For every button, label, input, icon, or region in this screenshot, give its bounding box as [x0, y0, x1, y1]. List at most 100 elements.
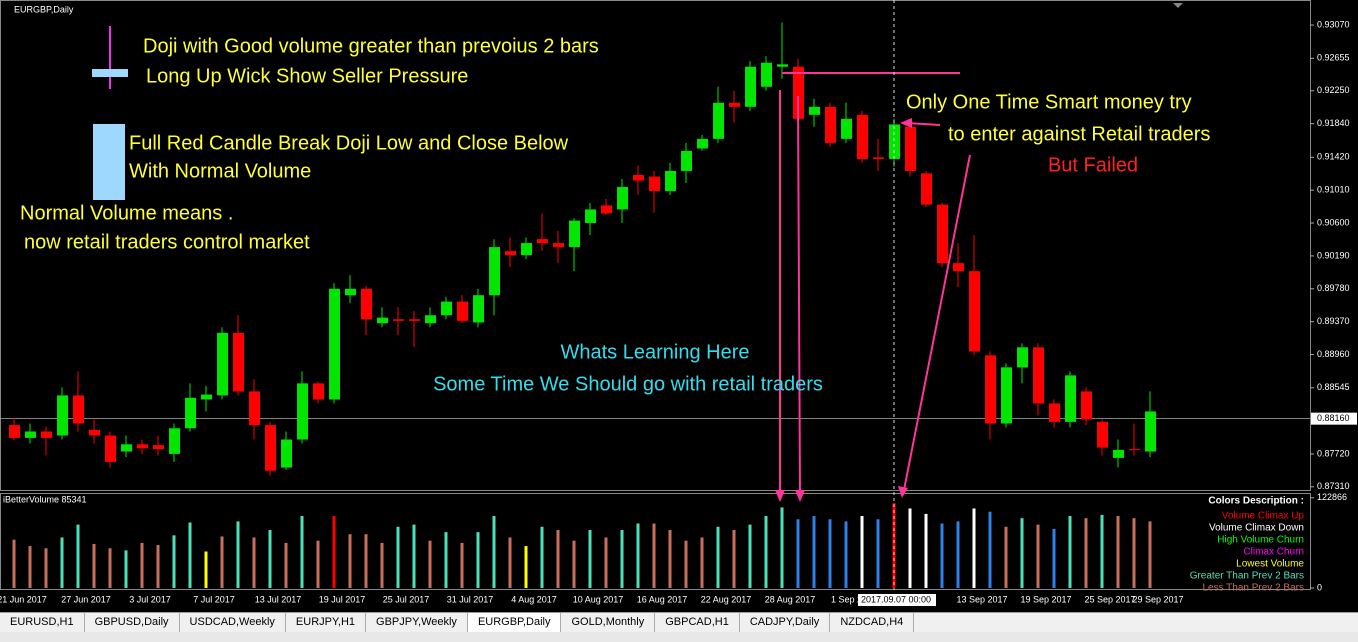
- annotation: Only One Time Smart money try: [906, 91, 1192, 113]
- candle-body: [553, 243, 564, 248]
- status-bar: [0, 632, 1358, 642]
- x-tick-label: 13 Sep 2017: [956, 594, 1007, 604]
- volume-bar: [28, 546, 32, 588]
- candle-body: [361, 288, 372, 320]
- volume-bar: [844, 521, 848, 588]
- chart-tab[interactable]: CADJPY,Daily: [740, 613, 831, 633]
- volume-bar: [316, 540, 320, 588]
- annotation: Normal Volume means .: [20, 202, 233, 224]
- y-tick-label: 0.93070: [1317, 19, 1350, 29]
- chart: EURGBP,Daily 0.93070 0.92655 0.92250 0.9184…: [0, 0, 1357, 606]
- volume-bar: [828, 519, 832, 588]
- x-tick-label: 10 Aug 2017: [573, 594, 624, 604]
- candle-body: [761, 62, 772, 87]
- candle-body: [457, 301, 468, 321]
- candle-body: [441, 301, 452, 316]
- candle-body: [233, 332, 244, 392]
- window-title: EURGBP,Daily: [14, 4, 74, 14]
- candle-body: [489, 247, 500, 296]
- candle-body: [1129, 449, 1140, 451]
- volume-bar: [396, 526, 400, 588]
- chart-tab[interactable]: USDCAD,Weekly: [180, 613, 286, 633]
- chart-tab[interactable]: EURUSD,H1: [0, 613, 85, 633]
- volume-bar: [204, 551, 208, 588]
- x-tick-label: 31 Jul 2017: [447, 594, 494, 604]
- candle-body: [473, 295, 484, 323]
- y-tick-label: 0.89780: [1317, 283, 1350, 293]
- volume-bar: [1116, 516, 1120, 588]
- y-tick-label: 0.92655: [1317, 53, 1350, 63]
- annotation: now retail traders control market: [24, 231, 310, 253]
- x-tick-label: 3 Jul 2017: [129, 594, 171, 604]
- y-tick-label: 122866: [1317, 492, 1347, 502]
- candle-body: [537, 239, 548, 244]
- candle-body: [9, 425, 20, 438]
- candle-body: [169, 428, 180, 454]
- volume-bar: [428, 540, 432, 588]
- candle-body: [377, 317, 388, 324]
- volume-bar: [236, 521, 240, 588]
- volume-bar: [572, 540, 576, 588]
- legend-entry: Greater Than Prev 2 Bars: [1190, 571, 1304, 582]
- candle-body: [665, 170, 676, 191]
- annotation: But Failed: [1048, 154, 1138, 176]
- legend-entry: Climax Churn: [1243, 547, 1304, 558]
- candle-body: [825, 106, 836, 143]
- annotation: Doji with Good volume greater than prevo…: [143, 35, 599, 57]
- volume-bar: [44, 548, 48, 588]
- volume-bar: [1068, 516, 1072, 588]
- candle-body: [329, 288, 340, 400]
- chart-tab[interactable]: GBPJPY,Weekly: [366, 613, 468, 633]
- annotation: With Normal Volume: [129, 160, 311, 182]
- legend-entry: Volume Climax Down: [1209, 523, 1304, 534]
- candle-body: [249, 391, 260, 426]
- volume-bar: [604, 537, 608, 588]
- candle-body: [265, 425, 276, 471]
- chart-tab[interactable]: GOLD,Monthly: [561, 613, 656, 633]
- volume-bar: [764, 516, 768, 588]
- current-price-label: 0.88160: [1317, 413, 1350, 423]
- chart-tab[interactable]: EURGBP,Daily: [467, 613, 562, 634]
- candle-body: [569, 220, 580, 248]
- chart-tab[interactable]: EURJPY,H1: [286, 613, 367, 633]
- candle-body: [697, 138, 708, 149]
- pointer-head: [775, 490, 785, 502]
- candle-body: [25, 431, 36, 438]
- volume-bar: [76, 524, 80, 588]
- y-tick-label: 0.91420: [1317, 152, 1350, 162]
- volume-bar: [1020, 518, 1024, 588]
- volume-bar: [876, 519, 880, 588]
- volume-bar: [956, 521, 960, 588]
- candle-body: [873, 157, 884, 159]
- volume-bar: [300, 516, 304, 588]
- x-tick-label: 25 Jul 2017: [383, 594, 430, 604]
- y-tick-label: 0.88545: [1317, 382, 1350, 392]
- volume-bar: [1036, 524, 1040, 588]
- indicator-title: iBetterVolume 85341: [3, 494, 87, 504]
- annotation: Long Up Wick Show Seller Pressure: [146, 65, 468, 87]
- candle-body: [1017, 347, 1028, 368]
- volume-bar: [188, 522, 192, 588]
- candle-body: [1081, 391, 1092, 420]
- candle-body: [137, 444, 148, 449]
- volume-bar: [700, 537, 704, 588]
- chart-tab[interactable]: GBPCAD,H1: [655, 613, 740, 633]
- volume-bar: [556, 529, 560, 588]
- legend-entry: Less Than Prev 2 Bars: [1202, 583, 1304, 594]
- annotation: to enter against Retail traders: [948, 123, 1210, 145]
- candle-body: [217, 332, 228, 396]
- candle-body: [425, 315, 436, 324]
- x-tick-label: 21 Jun 2017: [0, 594, 47, 604]
- chart-tab[interactable]: GBPUSD,Daily: [85, 613, 180, 633]
- candle-body: [1001, 367, 1012, 424]
- chart-tab[interactable]: NZDCAD,H4: [830, 613, 915, 633]
- candle-body: [1033, 347, 1044, 404]
- candle-body: [89, 429, 100, 436]
- y-tick-label: 0.91840: [1317, 118, 1350, 128]
- volume-bar: [172, 535, 176, 588]
- candle-body: [921, 173, 932, 205]
- volume-bar: [940, 523, 944, 588]
- x-tick-label: 22 Aug 2017: [701, 594, 752, 604]
- volume-bar: [588, 529, 592, 588]
